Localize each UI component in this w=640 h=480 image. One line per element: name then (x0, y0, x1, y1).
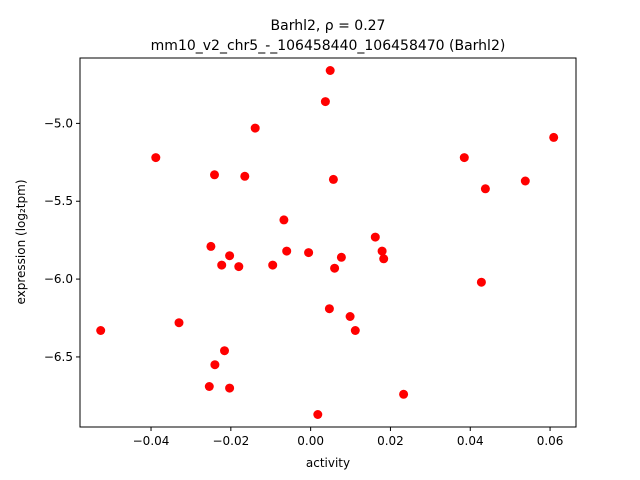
data-point (313, 410, 323, 419)
y-tick-label: −5.5 (44, 194, 73, 208)
data-point (225, 383, 235, 393)
chart-title-line2: mm10_v2_chr5_-_106458440_106458470 (Barh… (151, 38, 506, 54)
y-axis-ticks: −6.5 −6.0 −5.5 −5.0 (44, 116, 80, 364)
data-point (370, 232, 380, 242)
data-point (350, 326, 360, 335)
data-point (379, 254, 389, 264)
x-tick-label: −0.02 (212, 434, 249, 448)
data-point (279, 215, 289, 225)
data-point (325, 66, 335, 75)
data-point (328, 174, 338, 184)
data-point (268, 260, 278, 270)
data-point (320, 97, 330, 107)
y-tick-label: −5.0 (44, 116, 73, 130)
data-point (250, 123, 260, 133)
data-point (225, 251, 235, 261)
data-point (151, 153, 161, 163)
plot-area-frame (79, 57, 577, 428)
data-point (520, 176, 530, 186)
data-point (399, 389, 409, 399)
data-point (345, 312, 355, 321)
data-point (96, 326, 106, 335)
x-axis-ticks: −0.04 −0.02 0.00 0.02 0.04 0.06 (133, 427, 564, 448)
data-point (206, 241, 216, 251)
data-point (282, 246, 292, 256)
data-point (336, 252, 346, 262)
data-point (377, 246, 387, 256)
data-point (459, 153, 469, 163)
x-tick-label: 0.06 (537, 434, 564, 448)
data-point (476, 277, 486, 287)
chart-title-line1: Barhl2, ρ = 0.27 (271, 18, 386, 34)
data-point (240, 171, 250, 181)
x-tick-label: 0.00 (297, 434, 324, 448)
data-point (549, 132, 559, 142)
data-point (234, 262, 244, 272)
data-points (96, 66, 559, 419)
data-point (304, 248, 314, 258)
data-point (480, 184, 490, 194)
data-point (204, 382, 214, 391)
x-axis-label: activity (306, 456, 350, 470)
data-point (174, 318, 184, 328)
data-point (330, 263, 340, 273)
y-tick-label: −6.5 (44, 350, 73, 364)
x-tick-label: −0.04 (133, 434, 170, 448)
x-tick-label: 0.04 (457, 434, 484, 448)
data-point (210, 170, 219, 180)
data-point (324, 304, 334, 314)
x-tick-label: 0.02 (377, 434, 404, 448)
y-axis-label: expression (log₂tpm) (14, 179, 28, 304)
data-point (217, 260, 227, 270)
data-point (210, 360, 220, 370)
y-tick-label: −6.0 (44, 272, 73, 286)
data-point (220, 346, 229, 356)
